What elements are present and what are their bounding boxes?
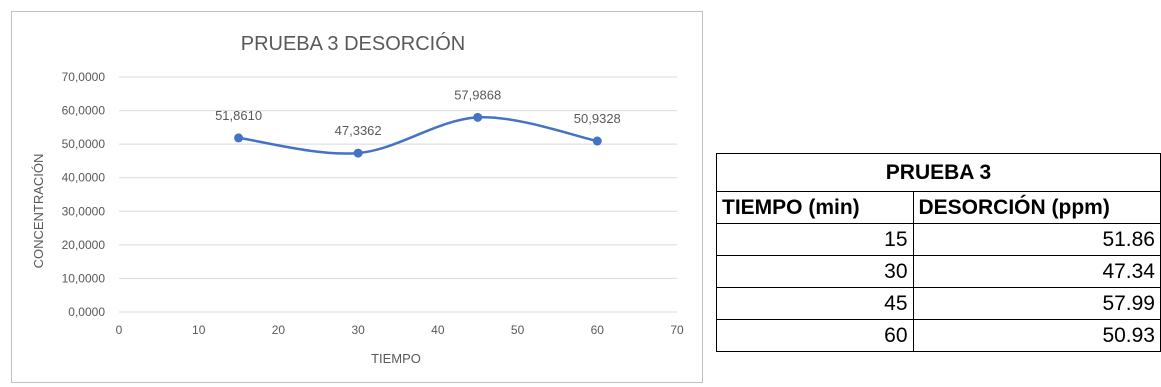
x-tick-label: 10 — [192, 323, 206, 337]
data-label: 47,3362 — [335, 123, 382, 138]
data-point — [353, 148, 363, 158]
cell-tiempo: 30 — [716, 255, 914, 288]
x-tick-labels: 0 10 20 30 40 50 60 70 — [116, 323, 684, 337]
data-point — [592, 136, 602, 146]
chart-title: PRUEBA 3 DESORCIÓN — [241, 32, 466, 55]
series-line — [238, 116, 598, 155]
table-row: 30 47.34 — [716, 255, 1161, 288]
x-axis-label: TIEMPO — [371, 351, 421, 366]
table-title: PRUEBA 3 — [716, 153, 1161, 192]
data-table: PRUEBA 3 TIEMPO (min) DESORCIÓN (ppm) 15… — [716, 153, 1161, 352]
y-tick-label: 40,0000 — [62, 171, 106, 185]
data-label: 57,9868 — [454, 87, 501, 102]
cell-desorcion: 57.99 — [912, 287, 1161, 320]
cell-tiempo: 15 — [716, 223, 914, 256]
x-tick-label: 0 — [116, 323, 123, 337]
y-tick-label: 30,0000 — [62, 204, 106, 218]
cell-tiempo: 60 — [716, 319, 914, 352]
cell-desorcion: 47.34 — [912, 255, 1161, 288]
chart-container: 0,0000 10,0000 20,0000 30,0000 40,0000 50,000… — [11, 11, 703, 383]
table-row: 60 50.93 — [716, 319, 1161, 352]
header-tiempo: TIEMPO (min) — [716, 191, 914, 224]
y-tick-label: 10,0000 — [62, 271, 106, 285]
data-label: 51,8610 — [215, 108, 262, 123]
header-desorcion: DESORCIÓN (ppm) — [912, 191, 1161, 224]
y-axis-label: CONCENTRACIÓN — [31, 154, 46, 269]
x-tick-label: 20 — [272, 323, 286, 337]
x-tick-label: 30 — [351, 323, 365, 337]
table-row: 15 51.86 — [716, 223, 1161, 256]
data-label: 50,9328 — [574, 111, 621, 126]
table-row: 45 57.99 — [716, 287, 1161, 320]
y-tick-label: 0,0000 — [68, 305, 105, 319]
x-tick-label: 50 — [511, 323, 525, 337]
grid-lines — [119, 76, 677, 313]
cell-tiempo: 45 — [716, 287, 914, 320]
data-points — [234, 112, 602, 158]
x-tick-label: 40 — [431, 323, 445, 337]
data-labels: 51,8610 47,3362 57,9868 50,9328 — [215, 87, 621, 138]
chart-svg: 0,0000 10,0000 20,0000 30,0000 40,0000 50,000… — [31, 32, 684, 366]
data-point — [234, 133, 244, 143]
y-tick-label: 70,0000 — [62, 70, 106, 84]
cell-desorcion: 50.93 — [912, 319, 1161, 352]
y-tick-label: 60,0000 — [62, 104, 106, 118]
table-title-row: PRUEBA 3 — [716, 153, 1161, 192]
y-tick-label: 20,0000 — [62, 238, 106, 252]
y-tick-label: 50,0000 — [62, 137, 106, 151]
x-tick-label: 70 — [670, 323, 684, 337]
data-point — [473, 112, 483, 122]
cell-desorcion: 51.86 — [912, 223, 1161, 256]
y-tick-labels: 0,0000 10,0000 20,0000 30,0000 40,0000 50,000… — [62, 70, 106, 319]
x-tick-label: 60 — [591, 323, 605, 337]
table-header-row: TIEMPO (min) DESORCIÓN (ppm) — [716, 191, 1161, 224]
